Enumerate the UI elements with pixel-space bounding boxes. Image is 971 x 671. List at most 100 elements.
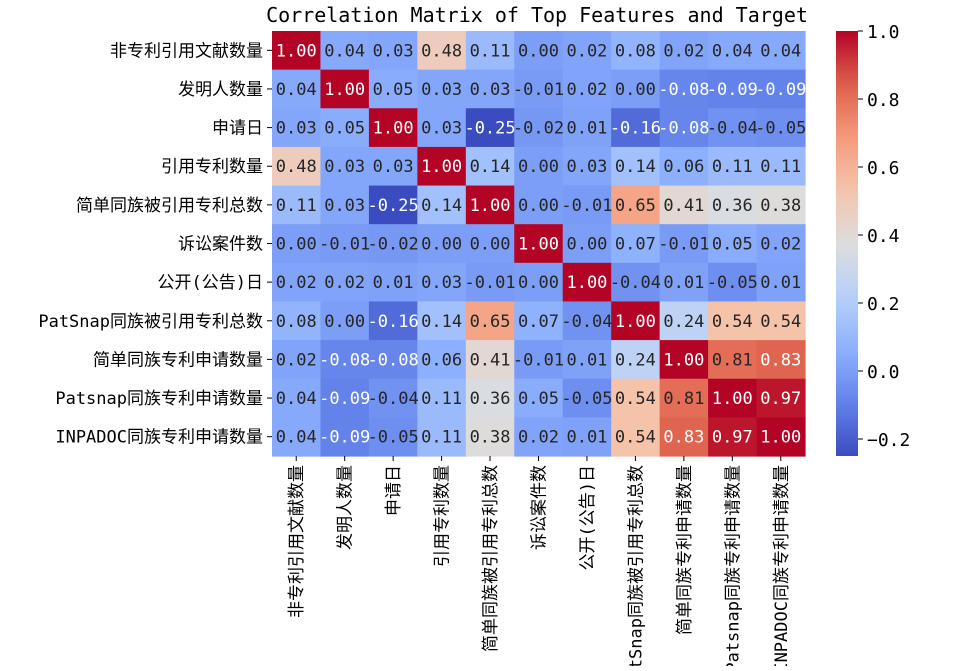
heatmap-cell-value: 0.11	[470, 41, 511, 61]
heatmap-cell-value: 0.81	[712, 350, 753, 370]
row-label: Patsnap同族专利申请数量	[55, 389, 263, 409]
heatmap-cell-value: -0.04	[368, 389, 419, 409]
heatmap-cell-value: 1.00	[470, 196, 511, 216]
heatmap-cell-value: -0.25	[368, 196, 419, 216]
heatmap-cell-value: -0.02	[513, 119, 564, 139]
heatmap-cell-value: -0.05	[707, 273, 758, 293]
heatmap-cell-value: 1.00	[663, 350, 704, 370]
heatmap-cell-value: 0.54	[615, 428, 656, 448]
chart-title: Correlation Matrix of Top Features and T…	[266, 3, 808, 27]
heatmap-cell-value: 0.06	[663, 157, 704, 177]
heatmap-cell-value: 0.02	[760, 235, 801, 255]
heatmap-cell-value: 0.01	[566, 428, 607, 448]
colorbar-tick-label: −0.2	[867, 430, 910, 451]
column-label: 诉讼案件数	[530, 465, 550, 550]
row-label: 申请日	[212, 119, 263, 139]
heatmap-cell-value: 0.38	[470, 428, 511, 448]
heatmap-cell-value: -0.16	[368, 312, 419, 332]
colorbar-gradient	[836, 31, 858, 456]
heatmap-cell-value: 0.65	[470, 312, 511, 332]
heatmap-cell-value: 0.01	[663, 273, 704, 293]
column-label: 公开(公告)日	[578, 465, 598, 570]
heatmap-cell-value: -0.04	[561, 312, 612, 332]
heatmap-cell-value: 0.04	[760, 41, 801, 61]
heatmap-cell-value: 1.00	[373, 119, 414, 139]
heatmap-cell-value: -0.05	[368, 428, 419, 448]
heatmap-cell-value: 0.05	[324, 119, 365, 139]
heatmap-cell-value: 0.81	[663, 389, 704, 409]
heatmap-cell-value: 0.02	[566, 80, 607, 100]
colorbar-tick-label: 0.2	[867, 294, 900, 315]
heatmap-cell-value: 0.00	[518, 196, 559, 216]
heatmap-cell-value: -0.08	[368, 350, 419, 370]
heatmap-cell-value: 0.06	[421, 350, 462, 370]
heatmap-cell-value: 0.11	[421, 389, 462, 409]
heatmap-cell-value: 0.36	[712, 196, 753, 216]
heatmap-cell-value: -0.08	[319, 350, 370, 370]
heatmap-cell-value: -0.04	[707, 119, 758, 139]
heatmap-cell-value: -0.05	[755, 119, 806, 139]
heatmap-cell-value: 0.03	[421, 80, 462, 100]
heatmap-cell-value: -0.16	[610, 119, 661, 139]
heatmap-cell-value: 0.14	[421, 196, 462, 216]
column-label: INPADOC同族专利申请数量	[772, 465, 792, 666]
heatmap-cell-value: -0.04	[610, 273, 661, 293]
row-label: 简单同族被引用专利总数	[76, 196, 263, 216]
heatmap-cell-value: 0.03	[566, 157, 607, 177]
heatmap-cell-value: -0.01	[319, 235, 370, 255]
heatmap-cell-value: 0.04	[276, 389, 317, 409]
heatmap-cell-value: 0.00	[615, 80, 656, 100]
heatmap-cell-value: 0.11	[276, 196, 317, 216]
heatmap-cell-value: 0.24	[663, 312, 704, 332]
heatmap-cell-value: 0.14	[421, 312, 462, 332]
heatmap-cell-value: -0.09	[755, 80, 806, 100]
colorbar-tick-label: 0.0	[867, 362, 900, 383]
heatmap-cell-value: 0.54	[615, 389, 656, 409]
heatmap-cell-value: 0.48	[421, 41, 462, 61]
heatmap-cell-value: 0.02	[566, 41, 607, 61]
column-labels: 非专利引用文献数量发明人数量申请日引用专利数量简单同族被引用专利总数诉讼案件数公…	[287, 456, 792, 666]
heatmap-cell-value: -0.08	[658, 80, 709, 100]
heatmap-cell-value: 0.08	[615, 41, 656, 61]
heatmap-cell-value: 0.00	[276, 235, 317, 255]
heatmap-cell-value: 0.05	[712, 235, 753, 255]
colorbar-tick-label: 0.4	[867, 226, 900, 247]
heatmap-cell-value: -0.02	[368, 235, 419, 255]
heatmap-cell-value: 0.01	[566, 350, 607, 370]
heatmap-cell-value: 1.00	[518, 235, 559, 255]
heatmap-cell-value: 1.00	[421, 157, 462, 177]
row-label: 诉讼案件数	[178, 235, 263, 255]
heatmap-cell-value: 0.01	[373, 273, 414, 293]
heatmap-cell-value: 0.02	[663, 41, 704, 61]
heatmap-cell-value: 0.83	[760, 350, 801, 370]
row-label: PatSnap同族被引用专利总数	[38, 312, 263, 332]
heatmap-cell-value: -0.01	[561, 196, 612, 216]
heatmap-cell-value: 0.00	[470, 235, 511, 255]
row-label: INPADOC同族专利申请数量	[55, 428, 263, 448]
heatmap-cell-value: 0.05	[518, 389, 559, 409]
row-label: 发明人数量	[178, 80, 263, 100]
heatmap-cell-value: 1.00	[566, 273, 607, 293]
heatmap-cell-value: 0.03	[276, 119, 317, 139]
heatmap-cell-value: -0.01	[513, 80, 564, 100]
column-label: Patsnap同族专利申请数量	[723, 465, 743, 666]
heatmap-cell-value: 0.11	[421, 428, 462, 448]
heatmap-cell-value: 0.83	[663, 428, 704, 448]
heatmap-cell-value: -0.01	[658, 235, 709, 255]
heatmap-cell-value: 0.03	[324, 157, 365, 177]
heatmap-cell-value: -0.01	[464, 273, 515, 293]
heatmap-cell-value: 0.00	[518, 157, 559, 177]
heatmap-cell-value: 0.97	[760, 389, 801, 409]
heatmap-cell-value: 0.02	[324, 273, 365, 293]
heatmap-cell-value: 0.38	[760, 196, 801, 216]
heatmap-cell-value: 0.04	[324, 41, 365, 61]
heatmap-cell-value: -0.25	[464, 119, 515, 139]
heatmap-cell-value: 1.00	[324, 80, 365, 100]
heatmap-cell-value: -0.01	[513, 350, 564, 370]
heatmap-cell-value: 0.07	[615, 235, 656, 255]
heatmap-cell-value: 1.00	[615, 312, 656, 332]
heatmap-cell-value: 0.54	[760, 312, 801, 332]
column-label: PatSnap同族被引用专利总数	[626, 465, 646, 666]
